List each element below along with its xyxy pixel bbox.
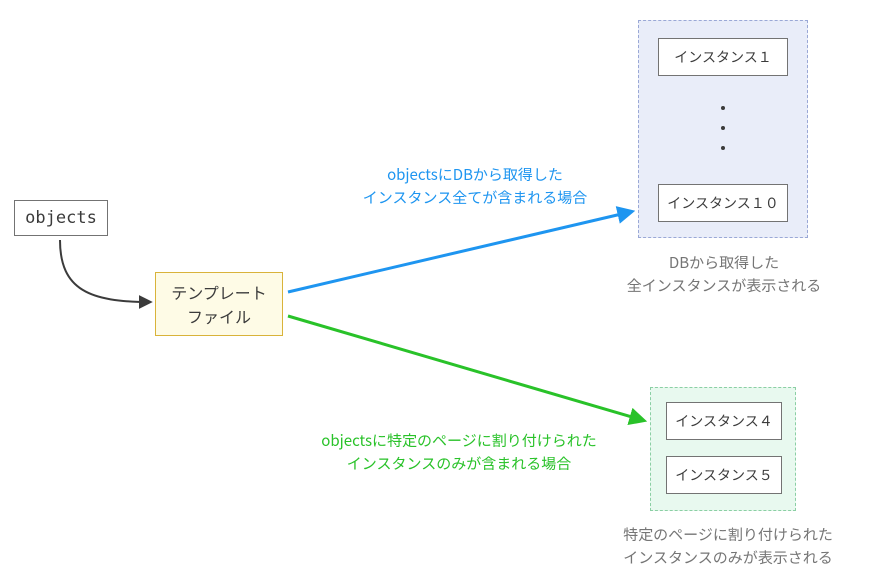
objects-box: objects [14,200,108,236]
instance-4-box: インスタンス４ [666,402,782,440]
template-file-text: テンプレート ファイル [171,280,267,328]
instance-1-box: インスタンス１ [658,38,788,76]
instance-10-text: インスタンス１０ [667,193,778,213]
blue-edge-label-line2: インスタンス全てが含まれる場合 [363,187,587,208]
instance-5-text: インスタンス５ [675,465,772,485]
green-edge-label-line1: objectsに特定のページに割り付けられた [321,430,596,451]
blue-panel-caption-line1: DBから取得した [669,252,779,273]
instance-5-box: インスタンス５ [666,456,782,494]
green-panel-caption-line1: 特定のページに割り付けられた [623,524,833,545]
instance-4-text: インスタンス４ [675,411,772,431]
instance-1-text: インスタンス１ [674,47,771,67]
blue-edge-label: objectsにDBから取得した インスタンス全てが含まれる場合 [320,164,630,209]
green-edge-label: objectsに特定のページに割り付けられた インスタンスのみが含まれる場合 [272,430,646,475]
blue-panel-caption-line2: 全インスタンスが表示される [627,275,821,296]
edge-objects-to-template [60,240,150,302]
instance-10-box: インスタンス１０ [658,184,788,222]
edge-template-to-green [288,316,642,420]
ellipsis-dots [721,106,725,150]
objects-box-text: objects [25,208,97,228]
green-panel-caption: 特定のページに割り付けられた インスタンスのみが表示される [598,524,858,569]
edge-template-to-blue [288,212,630,292]
blue-edge-label-line1: objectsにDBから取得した [387,164,563,185]
blue-panel-caption: DBから取得した 全インスタンスが表示される [598,252,850,297]
green-panel-caption-line2: インスタンスのみが表示される [623,547,832,568]
green-edge-label-line2: インスタンスのみが含まれる場合 [347,453,571,474]
template-file-box: テンプレート ファイル [155,272,283,336]
